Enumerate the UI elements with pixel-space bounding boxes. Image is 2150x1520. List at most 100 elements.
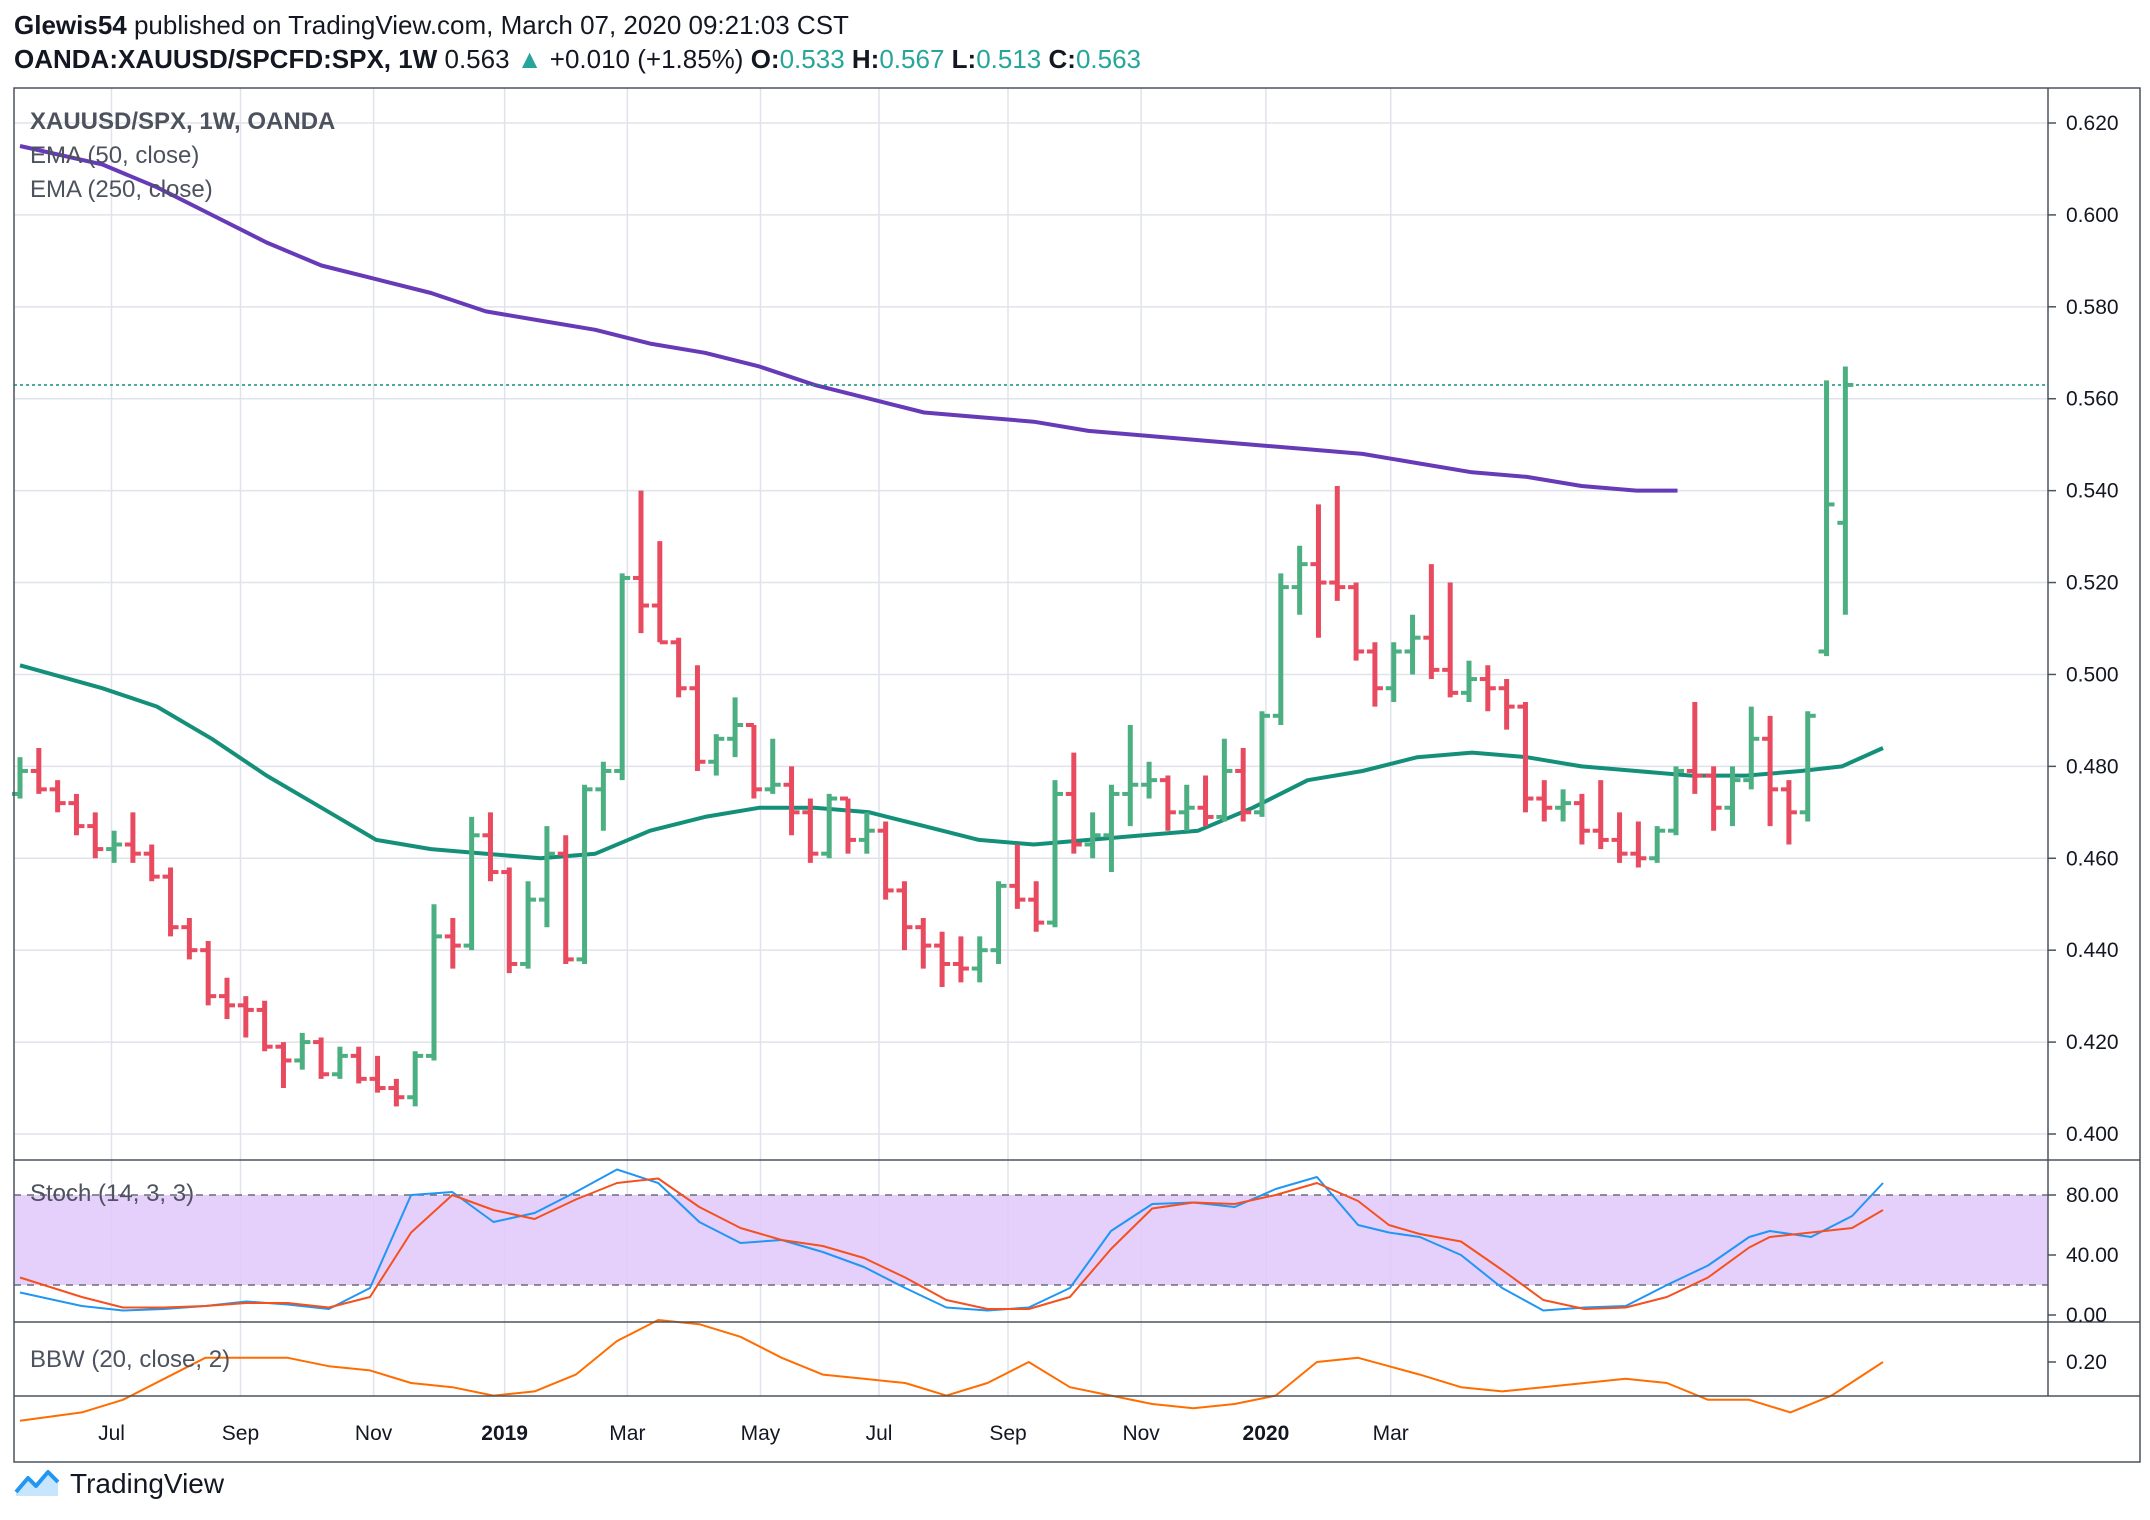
ohlc-bar	[520, 881, 537, 969]
ohlc-bar	[407, 1051, 424, 1107]
x-tick-label: 2020	[1243, 1422, 1290, 1445]
x-tick-label: Sep	[222, 1422, 259, 1445]
ohlc-bar	[877, 821, 894, 900]
stoch-band	[14, 1195, 2048, 1285]
ohlc-bar	[1724, 766, 1741, 827]
ohlc-bar	[1630, 821, 1647, 868]
ohlc-bar	[745, 723, 762, 799]
ohlc-bar	[1705, 766, 1722, 831]
open-label: O:	[750, 44, 780, 74]
ohlc-bar	[1404, 614, 1421, 675]
ohlc-bar	[896, 881, 913, 951]
ohlc-bar	[1837, 366, 1854, 615]
y-tick-label: 0.500	[2066, 663, 2119, 686]
ohlc-bar	[1254, 711, 1270, 817]
ohlc-bar	[350, 1046, 367, 1084]
x-tick-label: Nov	[1122, 1422, 1160, 1445]
symbol-name: OANDA:XAUUSD/SPCFD:SPX, 1W	[14, 44, 438, 74]
ohlc-bar	[1028, 881, 1045, 932]
ohlc-bar	[294, 1032, 311, 1070]
ohlc-bar	[1366, 642, 1383, 707]
high-label: H:	[851, 44, 880, 74]
ohlc-bar	[670, 637, 687, 698]
y-tick-label: 0.400	[2066, 1123, 2119, 1146]
y-tick-label: 0.520	[2066, 572, 2119, 595]
ohlc-bar	[1065, 752, 1082, 854]
ohlc-bar	[256, 1000, 273, 1052]
ohlc-bar	[106, 830, 123, 863]
ohlc-bar	[708, 734, 725, 776]
author-name[interactable]: Glewis54	[14, 10, 127, 40]
ohlc-bar	[1442, 582, 1459, 698]
ohlc-bar	[463, 816, 480, 951]
grid	[14, 88, 2048, 1396]
ema250-legend: EMA (250, close)	[30, 176, 213, 203]
open-value: 0.533	[779, 44, 845, 74]
ohlc-bar	[219, 977, 235, 1020]
y-tick-label: 0.420	[2066, 1031, 2119, 1054]
ohlc-bar	[1479, 665, 1496, 712]
ohlc-bar	[1159, 775, 1176, 831]
ohlc-bar	[87, 812, 104, 859]
change-value: +0.010 (+1.85%)	[549, 44, 744, 74]
ohlc-bar	[1122, 725, 1139, 827]
brand-name[interactable]: TradingView	[70, 1468, 225, 1499]
ohlc-bar	[313, 1037, 330, 1079]
ohlc-bar	[1573, 793, 1590, 845]
outer-frame	[13, 87, 2141, 1463]
stoch-k-line	[19, 1168, 1884, 1312]
ohlc-bar	[1668, 766, 1684, 836]
ohlc-bar	[1047, 780, 1063, 928]
ohlc-bar	[1348, 582, 1365, 661]
ohlc-bar	[802, 798, 819, 863]
ohlc-bar	[1329, 486, 1346, 601]
x-tick-label: Mar	[1373, 1422, 1409, 1445]
ohlc-bar	[331, 1046, 348, 1079]
ohlc-bar	[1178, 784, 1195, 831]
publish-info: Glewis54 published on TradingView.com, M…	[14, 10, 849, 41]
stoch-tick-label: 0.00	[2066, 1304, 2107, 1327]
ohlc-bar	[426, 904, 442, 1061]
ohlc-bar	[1818, 380, 1835, 657]
ohlc-bar	[1103, 784, 1120, 873]
ohlc-bar	[369, 1055, 386, 1093]
ohlc-bar	[1762, 715, 1779, 827]
y-tick-label: 0.440	[2066, 939, 2119, 962]
ohlc-bar	[1555, 789, 1572, 822]
ohlc-bar	[1197, 775, 1214, 827]
last-price: 0.563	[444, 44, 510, 74]
ema50-line	[19, 663, 1884, 861]
ohlc-bar	[1686, 702, 1703, 794]
ohlc-bar	[764, 738, 781, 794]
ohlc-bar	[275, 1042, 292, 1089]
ohlc-bar	[858, 812, 875, 854]
change-arrow-icon: ▲	[516, 44, 543, 74]
x-tick-label: Sep	[989, 1422, 1026, 1445]
bbw-legend: BBW (20, close, 2)	[30, 1346, 230, 1373]
ohlc-bar	[1272, 573, 1289, 726]
ohlc-bar	[1009, 844, 1026, 909]
bbw-line	[19, 1319, 1884, 1422]
ohlc-bar	[162, 867, 179, 937]
price-bars	[12, 366, 1854, 1107]
ohlc-bar	[1780, 780, 1797, 845]
ohlc-bar	[1385, 642, 1402, 703]
y-tick-label: 0.560	[2066, 388, 2119, 411]
ohlc-bar	[783, 766, 800, 836]
series	[14, 144, 2048, 1422]
ohlc-bar	[200, 940, 217, 1006]
ohlc-bar	[821, 793, 838, 859]
bbw-tick-label: 0.20	[2066, 1351, 2107, 1374]
y-tick-label: 0.480	[2066, 755, 2119, 778]
ohlc-bar	[915, 918, 932, 969]
symbol-info: OANDA:XAUUSD/SPCFD:SPX, 1W 0.563 ▲ +0.01…	[14, 44, 1141, 75]
y-tick-label: 0.600	[2066, 204, 2119, 227]
ema50-legend: EMA (50, close)	[30, 142, 199, 169]
ohlc-bar	[971, 936, 988, 983]
ohlc-bar	[1084, 812, 1101, 859]
x-tick-label: Jul	[98, 1422, 125, 1445]
published-text: published on TradingView.com, March 07, …	[133, 10, 849, 40]
ohlc-bar	[595, 761, 612, 831]
close-label: C:	[1048, 44, 1076, 74]
